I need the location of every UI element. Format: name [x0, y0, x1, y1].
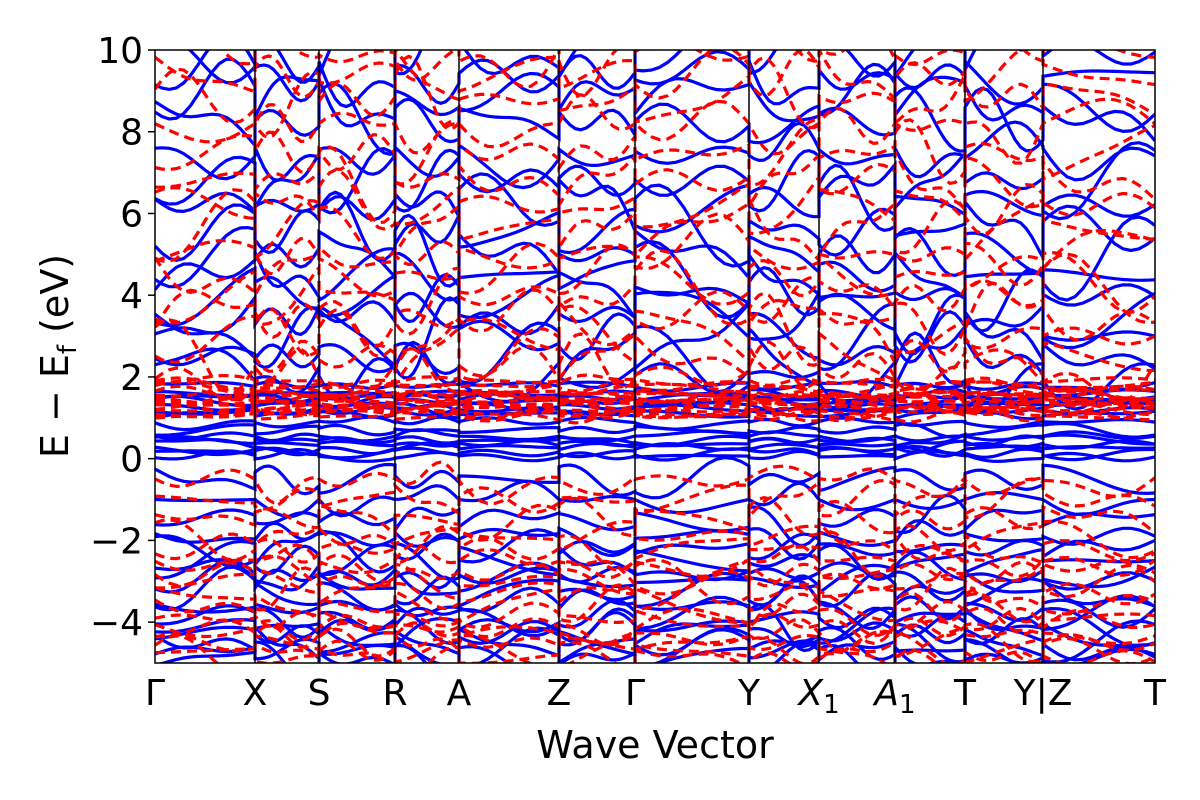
y-tick-label: 10 [97, 31, 143, 72]
x-tick-label: X [243, 673, 268, 714]
y-tick-label: 0 [120, 440, 143, 481]
series-dashed-bands [155, 50, 1155, 663]
y-axis-label-prefix: E − E [33, 354, 77, 458]
x-tick-label: T [1143, 673, 1167, 714]
y-axis-label-suffix: (eV) [33, 254, 77, 345]
plot-frame [154, 49, 1156, 664]
x-tick-label: Y|Z [1013, 673, 1073, 714]
y-tick-label: 4 [120, 276, 143, 317]
x-tick-label: R [382, 673, 407, 714]
x-tick-label: Z [547, 673, 572, 714]
y-tick-label: 6 [120, 194, 143, 235]
x-axis-ticks: Γ X S R A Z Γ Y X1 A1 T Y|Z T [145, 673, 1167, 720]
y-axis-label-subscript: f [53, 344, 83, 354]
x-tick-label: T [953, 673, 977, 714]
band-solid-45 [187, 50, 1155, 85]
x-tick-label: A1 [872, 673, 915, 720]
y-tick-label: −2 [90, 521, 143, 562]
x-tick-label: Y [737, 673, 761, 714]
y-tick-label: 2 [120, 358, 143, 399]
x-tick-label: X1 [796, 673, 839, 720]
band-solid-42 [155, 81, 1155, 156]
x-tick-label: Γ [625, 673, 645, 714]
x-axis-label: Wave Vector [536, 723, 774, 767]
x-tick-label: A [447, 673, 472, 714]
y-axis-ticks: −4 −2 0 2 4 6 8 10 [90, 31, 155, 644]
x-tick-label: Γ [145, 673, 165, 714]
y-tick-label: 8 [120, 113, 143, 154]
band-solid-38 [155, 183, 1155, 268]
high-symmetry-lines [254, 50, 1044, 663]
y-tick-label: −4 [90, 603, 143, 644]
x-tick-label: S [308, 673, 331, 714]
y-axis-label: E − Ef (eV) [33, 254, 83, 458]
